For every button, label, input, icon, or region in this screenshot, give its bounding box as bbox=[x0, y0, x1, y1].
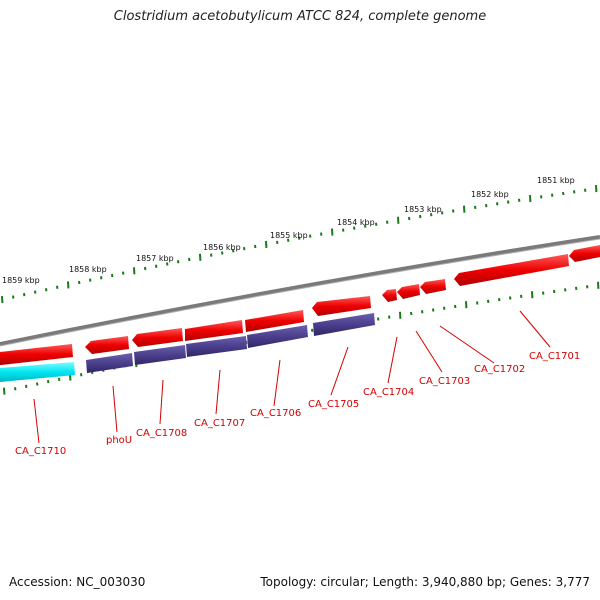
gene-ca-c1704-feature bbox=[382, 289, 397, 302]
gene-ca-c1710-feature bbox=[0, 344, 73, 365]
cds-features bbox=[86, 313, 375, 373]
gene-label: CA_C1705 bbox=[308, 399, 359, 410]
gene-label: CA_C1702 bbox=[474, 364, 525, 375]
topology-text: Topology: circular; Length: 3,940,880 bp… bbox=[260, 575, 590, 589]
cds-ca-c1708-feature bbox=[134, 345, 186, 365]
gene-label: CA_C1707 bbox=[194, 418, 245, 429]
ruler-label: 1858 kbp bbox=[69, 265, 107, 274]
cds-ca-c1707-feature bbox=[186, 336, 247, 357]
backbone-line bbox=[0, 235, 600, 346]
backbone-highlight bbox=[0, 238, 600, 347]
gene-ca-c1702-feature bbox=[420, 279, 446, 294]
gene-label: CA_C1704 bbox=[363, 387, 414, 398]
map-title: Clostridium acetobutylicum ATCC 824, com… bbox=[113, 9, 487, 24]
gene-labels: CA_C1710 phoU CA_C1708 CA_C1707 CA_C1706… bbox=[15, 351, 580, 457]
ruler-label: 1854 kbp bbox=[337, 218, 375, 227]
outer-ruler bbox=[1, 185, 598, 304]
gene-label: CA_C1701 bbox=[529, 351, 580, 362]
gene-ca-c1707-feature bbox=[185, 320, 243, 341]
gene-label: phoU bbox=[106, 435, 132, 446]
gene-label: CA_C1706 bbox=[250, 408, 301, 419]
cds-ca-c1705-feature bbox=[313, 313, 375, 336]
gene-ca-c1706-feature bbox=[245, 310, 304, 332]
ruler-labels: 1859 kbp 1858 kbp 1857 kbp 1856 kbp 1855… bbox=[2, 176, 575, 285]
ruler-label: 1859 kbp bbox=[2, 276, 40, 285]
ruler-label: 1857 kbp bbox=[136, 254, 174, 263]
rna-ca-c1710-feature bbox=[0, 362, 75, 382]
gene-ca-c1701-feature bbox=[454, 254, 569, 286]
gene-ca-c1708-feature bbox=[132, 328, 183, 347]
cds-ca-c1706-feature bbox=[247, 325, 308, 348]
gene-label: CA_C1708 bbox=[136, 428, 187, 439]
gene-label: CA_C1703 bbox=[419, 376, 470, 387]
ruler-label: 1851 kbp bbox=[537, 176, 575, 185]
gene-phou-feature bbox=[85, 336, 129, 354]
gene-ca-c1703-feature bbox=[397, 284, 420, 299]
ruler-label: 1856 kbp bbox=[203, 243, 241, 252]
ruler-label: 1855 kbp bbox=[270, 231, 308, 240]
gene-ca-c1700-feature bbox=[569, 245, 600, 262]
gene-label: CA_C1710 bbox=[15, 446, 66, 457]
forward-genes bbox=[0, 245, 600, 365]
gene-ca-c1705-feature bbox=[312, 296, 371, 316]
accession-text: Accession: NC_003030 bbox=[9, 575, 146, 589]
ruler-label: 1853 kbp bbox=[404, 205, 442, 214]
label-leaders bbox=[33, 310, 551, 444]
cds-phou-feature bbox=[86, 353, 133, 373]
ruler-label: 1852 kbp bbox=[471, 190, 509, 199]
